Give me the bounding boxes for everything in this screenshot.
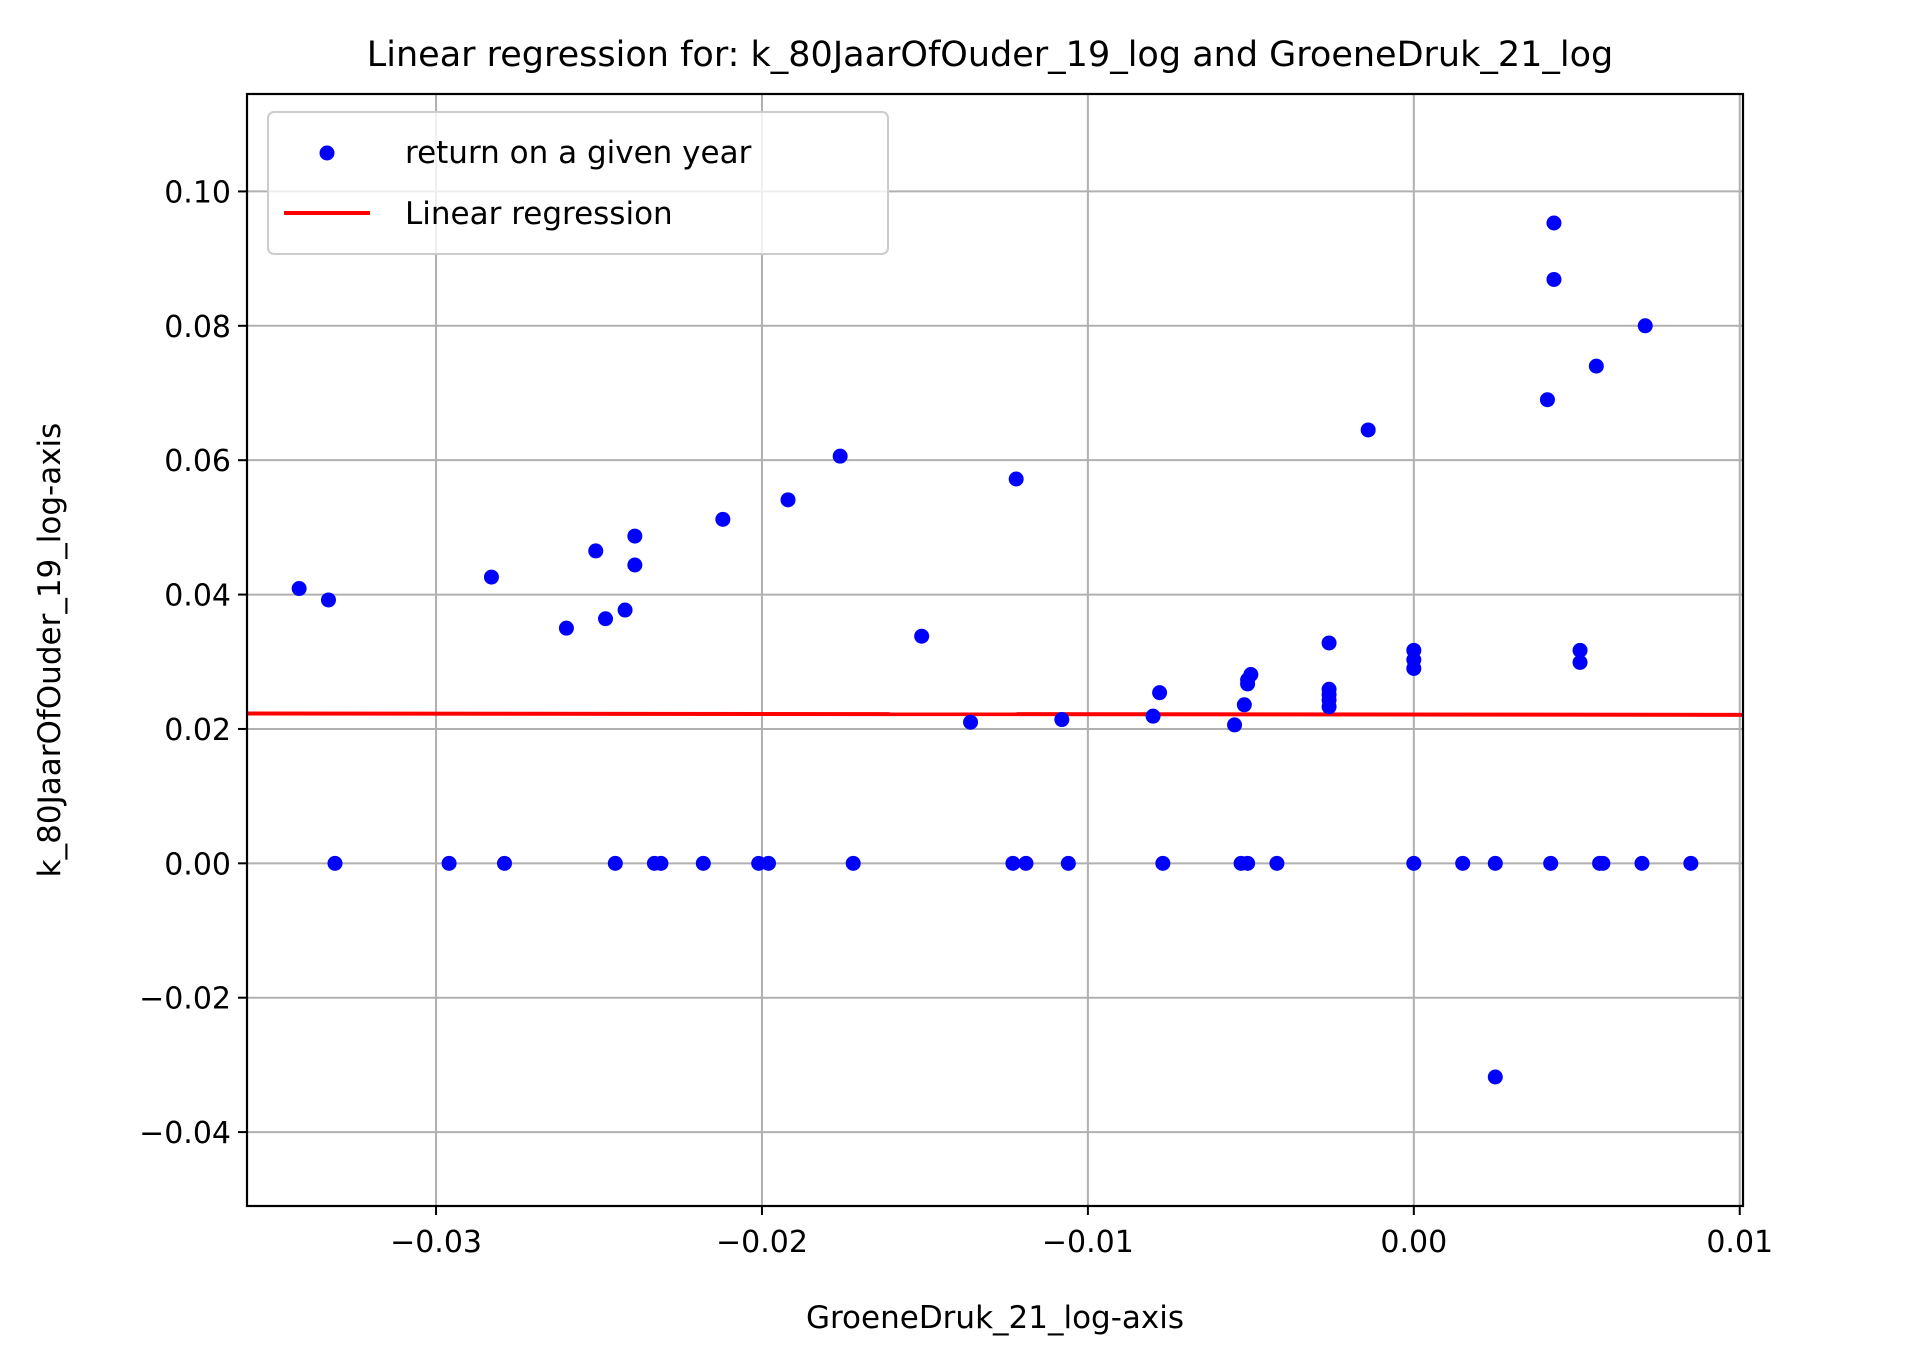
scatter-point	[1269, 855, 1285, 871]
scatter-point	[780, 492, 796, 508]
scatter-point	[1406, 660, 1422, 676]
scatter-point	[832, 448, 848, 464]
scatter-point	[627, 528, 643, 544]
scatter-point	[1054, 712, 1070, 728]
scatter-point	[1060, 855, 1076, 871]
scatter-points-layer	[291, 215, 1699, 1085]
scatter-point	[1243, 667, 1259, 683]
scatter-point	[1227, 717, 1243, 733]
legend-label-regression: Linear regression	[405, 196, 673, 232]
y-tick-label: 0.10	[164, 175, 231, 210]
chart-title: Linear regression for: k_80JaarOfOuder_1…	[367, 35, 1614, 75]
scatter-point	[617, 602, 633, 618]
y-tick-label: 0.02	[164, 713, 231, 748]
scatter-point	[1539, 392, 1555, 408]
scatter-point	[1008, 471, 1024, 487]
scatter-point	[1321, 699, 1337, 715]
scatter-point	[327, 855, 343, 871]
legend-box	[267, 111, 889, 255]
legend-scatter-marker	[319, 145, 335, 161]
x-tick-label: −0.03	[390, 1225, 482, 1260]
scatter-point	[1634, 855, 1650, 871]
scatter-point	[598, 611, 614, 627]
scatter-point	[1595, 855, 1611, 871]
scatter-point	[441, 855, 457, 871]
scatter-point	[1145, 708, 1161, 724]
scatter-point	[1455, 855, 1471, 871]
scatter-point	[588, 543, 604, 559]
plot-area	[247, 94, 1743, 1206]
scatter-point	[1572, 654, 1588, 670]
scatter-point	[963, 714, 979, 730]
scatter-point	[1546, 271, 1562, 287]
y-tick-label: −0.02	[139, 982, 231, 1017]
plot-frame	[245, 92, 1745, 1208]
y-axis-label: k_80JaarOfOuder_19_log-axis	[32, 423, 68, 878]
scatter-point	[1155, 855, 1171, 871]
y-gridlines	[247, 190, 1743, 1134]
scatter-point	[291, 581, 307, 597]
x-tick-label: −0.01	[1042, 1225, 1134, 1260]
y-tick-label: 0.04	[164, 579, 231, 614]
scatter-point	[715, 511, 731, 527]
scatter-point	[1406, 855, 1422, 871]
scatter-point	[1018, 855, 1034, 871]
scatter-point	[1487, 855, 1503, 871]
scatter-point	[558, 620, 574, 636]
scatter-point	[1637, 318, 1653, 334]
x-axis-ticks: −0.03 −0.02 −0.01 0.00 0.01	[390, 1206, 1773, 1260]
scatter-point	[1572, 642, 1588, 658]
scatter-point	[1546, 215, 1562, 231]
legend: return on a given year Linear regression	[267, 111, 889, 255]
x-tick-label: −0.02	[716, 1225, 808, 1260]
scatter-point	[1683, 855, 1699, 871]
y-axis-ticks: −0.04 −0.02 0.00 0.02 0.04 0.06 0.08 0.10	[139, 175, 247, 1151]
scatter-point	[1152, 685, 1168, 701]
scatter-point	[1236, 697, 1252, 713]
regression-line	[246, 711, 1744, 717]
scatter-point	[483, 569, 499, 585]
scatter-point	[1543, 855, 1559, 871]
scatter-point	[695, 855, 711, 871]
scatter-point	[653, 855, 669, 871]
scatter-point	[845, 855, 861, 871]
scatter-point	[320, 592, 336, 608]
y-tick-label: −0.04	[139, 1116, 231, 1151]
x-tick-label: 0.01	[1706, 1225, 1773, 1260]
x-axis-label: GroeneDruk_21_log-axis	[806, 1300, 1184, 1336]
y-tick-label: 0.06	[164, 444, 231, 479]
y-tick-label: 0.00	[164, 847, 231, 882]
regression-line-layer	[246, 711, 1744, 717]
y-tick-label: 0.08	[164, 310, 231, 345]
scatter-point	[627, 557, 643, 573]
scatter-point	[1487, 1069, 1503, 1085]
scatter-point	[496, 855, 512, 871]
x-tick-label: 0.00	[1380, 1225, 1447, 1260]
scatter-point	[1360, 422, 1376, 438]
scatter-point	[607, 855, 623, 871]
scatter-point	[1005, 855, 1021, 871]
legend-label-scatter: return on a given year	[405, 135, 752, 171]
scatter-point	[1321, 635, 1337, 651]
scatter-point	[914, 628, 930, 644]
scatter-point	[760, 855, 776, 871]
scatter-point	[1588, 358, 1604, 374]
scatter-point	[1240, 855, 1256, 871]
